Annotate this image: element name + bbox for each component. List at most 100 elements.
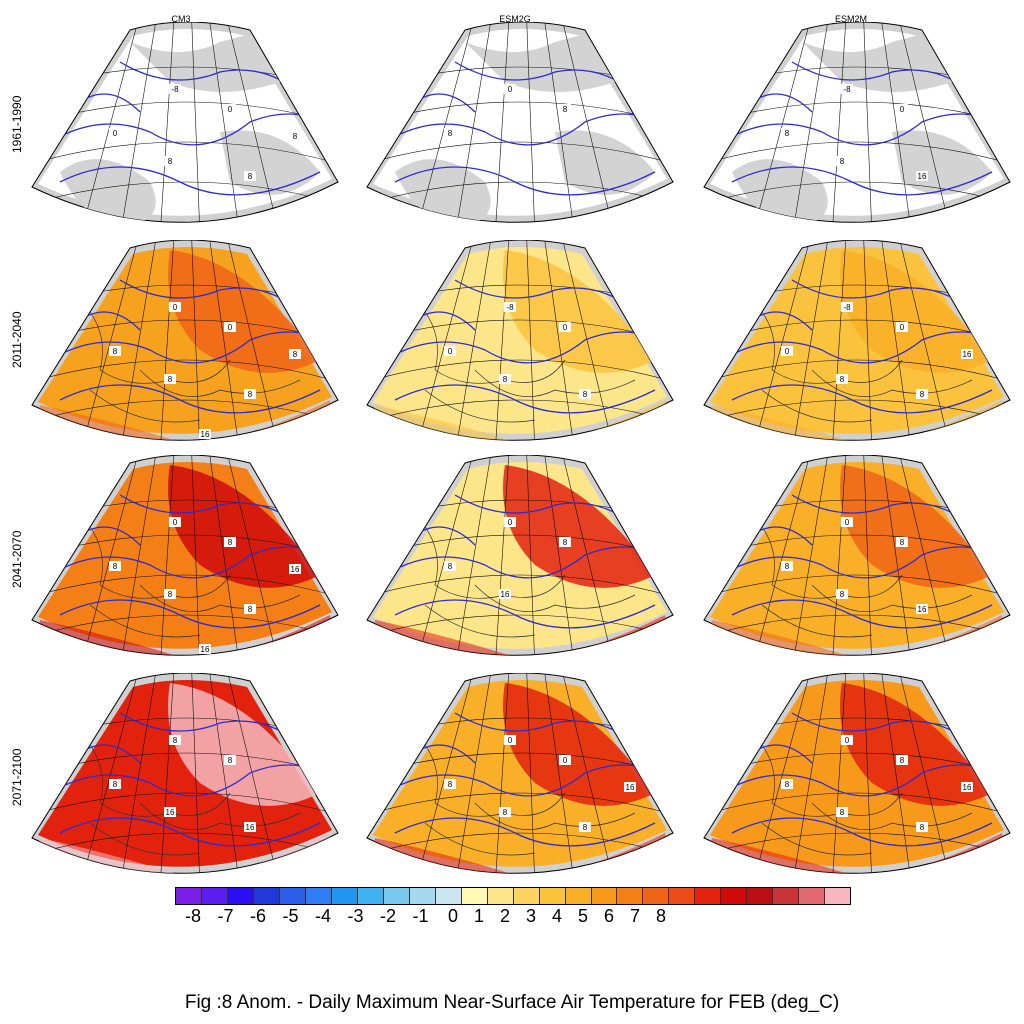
land-mask — [555, 130, 655, 195]
graticule-latitude — [32, 614, 338, 641]
graticule-longitude — [209, 240, 241, 441]
map-panel-cm3-2071-2100: 8 8 8 16 16 — [20, 673, 350, 888]
contour-label: 8 — [840, 157, 845, 166]
graticule-latitude — [32, 359, 338, 386]
contour-label-bg — [504, 302, 516, 312]
graticule-longitude — [454, 673, 492, 874]
coastline — [761, 604, 873, 638]
graticule-latitude — [704, 574, 1010, 601]
graticule-longitude — [863, 673, 873, 874]
contour-label: 8 — [293, 350, 298, 359]
contour-label-bg — [289, 349, 301, 359]
coastline — [761, 389, 873, 423]
contour-line — [721, 546, 1010, 579]
map-panel-esm2g-2071-2100: 0 0 8 8 8 16 — [355, 673, 685, 888]
graticule-longitude — [414, 673, 474, 874]
colorbar-tick-label: 0 — [447, 906, 459, 926]
graticule-longitude — [881, 22, 913, 223]
contour-label-bg — [916, 171, 928, 181]
graticule-longitude — [562, 673, 616, 874]
colorbar-swatch — [383, 888, 410, 904]
contour-label: 16 — [918, 605, 927, 614]
contour-label: 8 — [583, 390, 588, 399]
contour-label: 0 — [900, 105, 905, 114]
contour-label-bg — [961, 782, 973, 792]
graticule-latitude — [367, 359, 673, 386]
colorbar-tick-label: -6 — [249, 906, 267, 926]
contour-label: 0 — [113, 129, 118, 138]
contour-label-bg — [916, 389, 928, 399]
coastline — [89, 604, 201, 638]
contour-label-bg — [289, 131, 301, 141]
map-panel-cm3-1961-1990: -8 0 0 8 8 8 — [20, 22, 350, 237]
contour-line — [49, 546, 338, 579]
land-mask — [130, 34, 280, 92]
anomaly-region — [840, 465, 992, 588]
graticule-longitude — [227, 455, 281, 656]
coastline — [79, 514, 231, 599]
graticule-longitude — [562, 240, 616, 441]
contour-label: 8 — [168, 375, 173, 384]
graticule-latitude — [32, 399, 338, 426]
anomaly-region — [503, 465, 655, 588]
colorbar-swatch — [201, 888, 228, 904]
contour-label: 16 — [501, 590, 510, 599]
colorbar-swatch — [435, 888, 462, 904]
graticule-longitude — [227, 22, 281, 223]
contour-label: 8 — [785, 562, 790, 571]
colorbar-tick-label: 2 — [499, 906, 511, 926]
contour-label: 16 — [201, 430, 210, 439]
contour-label: 0 — [845, 736, 850, 745]
map-panel-esm2m-2011-2040: -8 0 0 8 8 16 — [692, 240, 1022, 455]
contour-label-bg — [109, 779, 121, 789]
land-mask — [732, 159, 828, 223]
map-panel-esm2g-1961-1990: 0 8 8 — [355, 22, 685, 237]
contour-line — [384, 546, 673, 579]
contour-label: 16 — [291, 565, 300, 574]
contour-label: 0 — [845, 518, 850, 527]
contour-label: 8 — [248, 172, 253, 181]
contour-line — [59, 817, 321, 847]
anomaly-region — [168, 465, 320, 588]
graticule-longitude — [119, 240, 157, 441]
colorbar-swatch — [721, 888, 748, 904]
coastline — [761, 822, 873, 856]
contour-label: 0 — [508, 518, 513, 527]
contour-label: 0 — [508, 85, 513, 94]
graticule-latitude — [367, 181, 673, 208]
graticule-longitude — [191, 240, 201, 441]
contour-label-bg — [836, 589, 848, 599]
contour-label: 0 — [448, 347, 453, 356]
contour-label-bg — [781, 346, 793, 356]
graticule-latitude — [32, 574, 338, 601]
contour-label-bg — [559, 104, 571, 114]
contour-label-bg — [169, 517, 181, 527]
contour-label-bg — [164, 807, 176, 817]
colorbar-tick-label: 4 — [551, 906, 563, 926]
contour-label: 8 — [920, 823, 925, 832]
contour-label-bg — [244, 604, 256, 614]
contour-label-bg — [781, 561, 793, 571]
contour-label: 8 — [785, 129, 790, 138]
contour-label: 8 — [503, 808, 508, 817]
graticule-longitude — [227, 673, 281, 874]
contour-label-bg — [444, 346, 456, 356]
graticule-longitude — [863, 22, 873, 223]
contour-label: 8 — [228, 538, 233, 547]
contour-line — [721, 331, 1010, 364]
contour-label-bg — [896, 755, 908, 765]
graticule-longitude — [209, 22, 241, 223]
graticule-latitude — [367, 792, 673, 819]
contour-label-bg — [499, 374, 511, 384]
anomaly-region — [840, 683, 992, 806]
graticule-latitude — [367, 832, 673, 859]
column-title-esm2m: ESM2M — [834, 14, 867, 24]
contour-label: 8 — [113, 347, 118, 356]
contour-label: 8 — [583, 823, 588, 832]
map-panel-esm2g-2011-2040: -8 0 0 8 8 — [355, 240, 685, 455]
graticule-longitude — [831, 240, 847, 441]
colorbar-tick-label: -7 — [217, 906, 234, 926]
contour-label: 8 — [168, 157, 173, 166]
contour-line — [394, 384, 656, 414]
contour-label: 16 — [246, 823, 255, 832]
